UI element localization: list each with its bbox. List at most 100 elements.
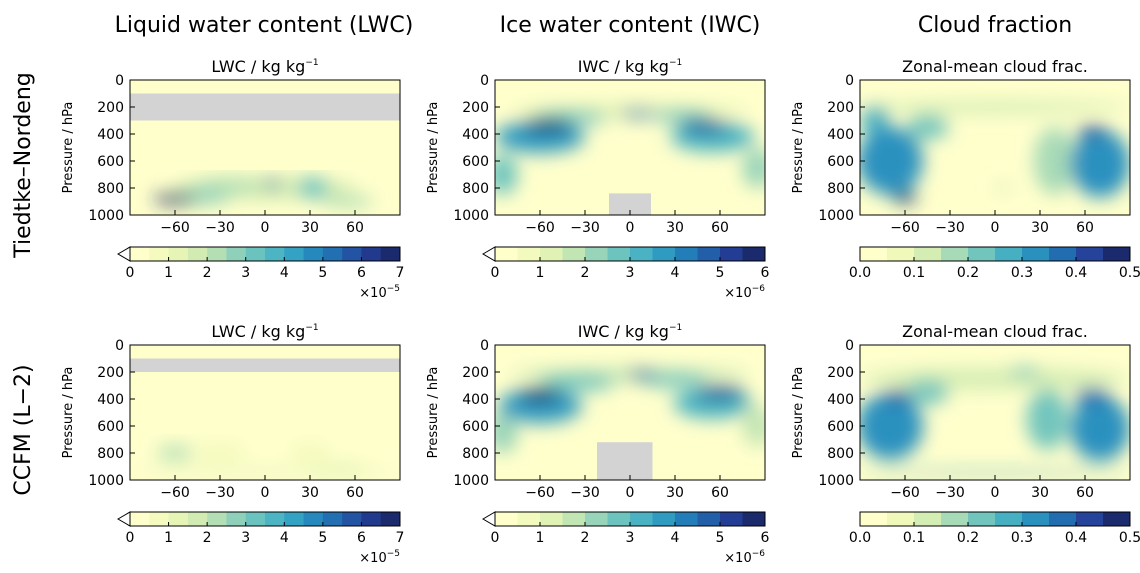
colorbar-scale-label: ×10−5 [359,284,400,301]
x-tick-label: −30 [205,485,235,501]
x-tick-label: 0 [626,485,635,501]
panel-title: IWC / kg kg−1 [578,57,682,76]
y-tick-label: 0 [845,338,854,354]
y-tick-label: 0 [480,73,489,89]
field-3 [130,345,400,480]
colorbar-segment [652,512,676,526]
field-blob [157,445,193,461]
field-blob [194,177,261,194]
colorbar-segment [607,512,631,526]
y-tick-label: 1000 [453,473,489,489]
field-blob [860,100,1130,114]
x-tick-label: 0 [261,220,270,236]
masked-region [130,358,400,372]
panel-5: 0 200 400 600 800 1000 −60 −30 0 30 60 Pressure / h… [791,322,1140,546]
colorbar-5: 0.0 0.1 0.2 0.3 0.4 0.5 [849,511,1140,546]
colorbar-segment [697,247,721,261]
y-tick-label: 400 [462,392,489,408]
colorbar-segment [187,247,208,261]
field-blob [885,390,910,403]
y-tick-label: 1000 [453,208,489,224]
x-tick-label: −60 [890,485,920,501]
colorbar-segment [495,247,518,261]
colorbar-tick-label: 0.5 [1119,530,1140,546]
field-blob [320,195,375,208]
colorbar-tick-label: 6 [357,265,366,281]
colorbar-segment [207,247,227,261]
colorbar-segment [941,512,969,526]
colorbar-frame [859,511,1131,527]
colorbar-tick-label: 6 [357,530,366,546]
field-blob [1070,129,1130,198]
colorbar-segment [322,247,343,261]
colorbar-extend-arrow [117,246,131,262]
colorbar-tick-label: 0.4 [1065,265,1087,281]
colorbar-tick-label: 0 [126,530,135,546]
colorbar-segment [226,512,247,526]
field-blob [893,192,917,203]
panel-title: LWC / kg kg−1 [211,322,318,341]
colorbar-segment [265,512,285,526]
x-tick-label: −60 [160,485,190,501]
colorbar-tick-label: 0.0 [849,530,871,546]
colorbar-tick-label: 1 [164,530,173,546]
y-axis-label: Pressure / hPa [426,367,441,459]
colorbar-segment [361,512,382,526]
field-blob [642,373,708,387]
x-tick-label: 30 [301,485,319,501]
x-tick-label: 30 [1031,485,1049,501]
y-tick-label: 200 [97,100,124,116]
colorbar-segment [361,247,382,261]
colorbar-frame [129,246,401,262]
field-blobs [130,440,400,475]
colorbar-tick-label: 0.2 [957,265,979,281]
colorbar-segment [607,247,631,261]
x-tick-label: 0 [991,220,1000,236]
field-blob [1034,127,1076,195]
colorbar-tick-label: 0 [126,265,135,281]
field-blob [906,115,949,140]
colorbar-segment [517,512,541,526]
x-tick-label: −30 [205,220,235,236]
y-tick-label: 400 [462,127,489,143]
colorbar-tick-label: 3 [241,530,250,546]
panel-title-exponent: −1 [305,58,318,68]
y-tick-label: 200 [462,100,489,116]
colorbar-segment [887,512,915,526]
colorbar-tick-label: 3 [626,265,635,281]
colorbar-scale-label: ×10−5 [359,549,400,566]
x-tick-label: 60 [346,485,364,501]
colorbar-tick-label: 1 [536,530,545,546]
colorbar-tick-label: 6 [761,530,770,546]
field-4 [495,345,765,480]
y-tick-label: 200 [97,365,124,381]
y-tick-label: 400 [827,127,854,143]
field-blob [860,392,923,460]
panel-title-exponent: −1 [669,58,682,68]
field-0 [130,80,400,215]
colorbar-segment [303,247,324,261]
colorbar-segment [245,247,266,261]
y-tick-label: 1000 [88,473,124,489]
colorbar-segment [585,247,608,261]
field-blob [540,374,615,391]
x-tick-label: 60 [711,220,729,236]
panel-2: 0 200 400 600 800 1000 −60 −30 0 30 60 Pressure / h… [791,57,1140,281]
field-blob [993,183,1012,193]
colorbar-segment [914,247,942,261]
panel-title-exponent: −1 [305,323,318,333]
colorbar-tick-label: 2 [581,530,590,546]
colorbar-segment [149,247,170,261]
colorbar-segment [540,512,563,526]
colorbar-tick-label: 0.1 [903,265,925,281]
row-label-tiedtke-nordeng: Tiedtke–Nordeng [11,72,36,258]
field-blob [495,412,518,453]
field-blobs [495,104,765,195]
masked-region [597,442,653,480]
x-tick-label: −60 [525,485,555,501]
y-tick-label: 200 [462,365,489,381]
y-tick-label: 0 [845,73,854,89]
colorbar-tick-label: 3 [241,265,250,281]
panel-title: Zonal-mean cloud frac. [902,322,1088,341]
